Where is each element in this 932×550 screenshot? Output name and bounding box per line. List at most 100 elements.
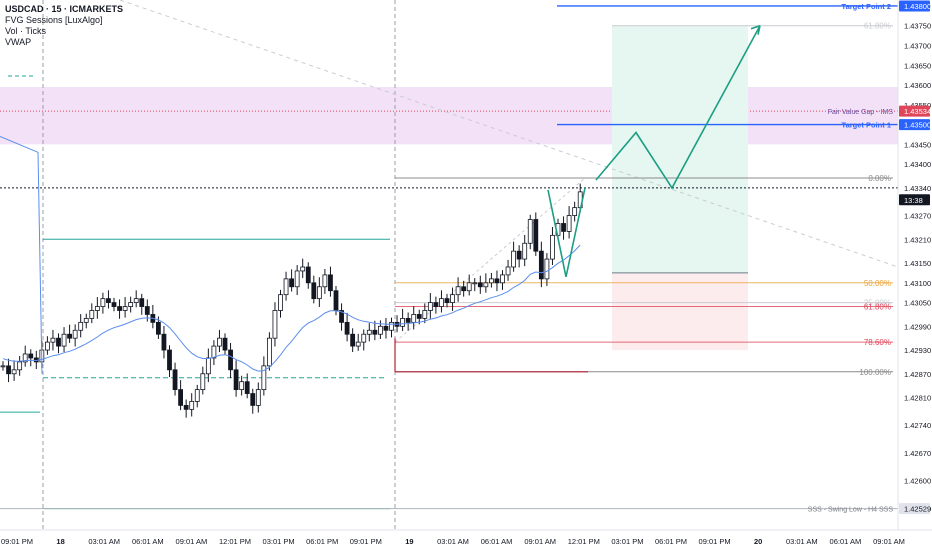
- candle-body-83: [461, 286, 467, 292]
- candle-body-94: [522, 242, 528, 260]
- symbol-title: USDCAD · 15 · ICMARKETS: [5, 4, 124, 14]
- fib-label-1: 25.00%: [864, 299, 891, 308]
- candle-body-34: [189, 401, 195, 410]
- time-axis[interactable]: 09:01 PM 18 03:01 AM 06:01 AM 09:01 AM 12:01 …: [0, 529, 932, 550]
- candle-body-16: [89, 310, 95, 319]
- candle-body-1: [6, 365, 11, 375]
- indicator-volume[interactable]: Vol · Ticks: [5, 26, 47, 36]
- candle-body-39: [217, 337, 222, 347]
- candle-body-49: [272, 310, 278, 339]
- candle-body-46: [255, 389, 261, 406]
- candle-body-90: [500, 274, 505, 284]
- candles-layer: [0, 183, 583, 418]
- time-tick-6: 03:01 PM: [263, 537, 295, 546]
- candle-body-70: [389, 321, 394, 331]
- fib-label-5: 100.00%: [859, 368, 891, 377]
- annotation-lines: SSS - Swing Low - H4 SSS 0.00% 25.00% 50.00…: [0, 0, 899, 514]
- price-tick-10: 1.43150: [904, 259, 931, 268]
- candle-body-54: [300, 266, 306, 272]
- candle-body-33: [183, 405, 189, 410]
- candle-body-11: [61, 333, 67, 347]
- price-tick-12: 1.43270: [904, 212, 931, 221]
- candle-body-99: [550, 234, 555, 260]
- candle-body-68: [377, 325, 383, 335]
- fvg-zone: [0, 87, 898, 145]
- price-tick-18: 1.43650: [904, 61, 931, 70]
- price-tick-2: 1.42670: [904, 449, 931, 458]
- time-tick-11: 06:01 AM: [481, 537, 513, 546]
- candle-body-21: [117, 306, 122, 311]
- candle-body-91: [505, 266, 511, 276]
- candle-body-31: [172, 369, 178, 390]
- swing-low-badge-bg: [899, 503, 930, 515]
- vwap-prior: [0, 136, 43, 374]
- indicator-fvg[interactable]: FVG Sessions [LuxAlgo]: [5, 15, 103, 25]
- candle-body-98: [544, 258, 550, 280]
- vwap-layer: [0, 136, 581, 374]
- candle-body-19: [106, 298, 111, 303]
- candle-body-5: [28, 353, 34, 359]
- candle-body-15: [83, 318, 89, 323]
- candle-body-76: [422, 310, 428, 319]
- price-axis-bg: [898, 0, 932, 530]
- price-tick-19: 1.43700: [904, 42, 931, 51]
- candle-body-80: [444, 298, 450, 303]
- price-tick-4: 1.42810: [904, 394, 931, 403]
- vwap-line: [2, 244, 581, 372]
- time-tick-5: 12:01 PM: [219, 537, 251, 546]
- candle-body-69: [383, 325, 389, 331]
- projection-path: [595, 25, 761, 190]
- candle-body-85: [472, 282, 478, 285]
- candle-body-97: [538, 250, 544, 280]
- candle-body-20: [111, 302, 117, 307]
- price-tick-7: 1.42990: [904, 322, 931, 331]
- fib-label-2: 50.00%: [864, 279, 891, 288]
- time-tick-20: 09:01 AM: [873, 537, 905, 546]
- candle-body-32: [178, 389, 184, 406]
- candle-body-72: [400, 318, 406, 327]
- price-tick-8: 1.43050: [904, 299, 931, 308]
- candle-body-75: [416, 314, 422, 319]
- candle-body-0: [0, 365, 6, 368]
- candle-body-37: [205, 357, 211, 375]
- fib-label-4: 78.60%: [864, 338, 891, 347]
- candle-body-62: [344, 321, 350, 335]
- candle-body-59: [328, 274, 333, 292]
- target1-badge-text: 1.43500: [904, 121, 931, 130]
- candle-body-40: [222, 337, 228, 351]
- candle-body-102: [566, 215, 572, 232]
- time-tick-0: 09:01 PM: [1, 537, 33, 546]
- target-label-0: Target Point 2: [842, 2, 891, 11]
- countdown-badge-bg: [899, 194, 930, 206]
- candle-body-95: [527, 219, 533, 244]
- candle-body-24: [133, 298, 139, 303]
- candle-body-84: [466, 282, 472, 292]
- fvg-badge-text: 1.43534: [904, 107, 931, 116]
- time-tick-2: 03:01 AM: [88, 537, 120, 546]
- candle-body-3: [17, 361, 23, 371]
- candle-body-13: [72, 329, 78, 339]
- candle-body-87: [483, 282, 489, 288]
- candle-body-9: [50, 337, 56, 343]
- target1-badge-bg: [899, 119, 930, 131]
- candle-body-48: [266, 337, 272, 367]
- target2-badge-text: 1.43800: [904, 2, 931, 11]
- price-axis[interactable]: 1.42529 1.42600 1.42670 1.42740 1.42810 1.428…: [897, 0, 932, 530]
- candle-body-81: [450, 294, 455, 303]
- session-separators: [8, 0, 396, 530]
- price-tick-3: 1.42740: [904, 421, 931, 430]
- indicator-vwap[interactable]: VWAP: [5, 37, 32, 47]
- candle-body-60: [333, 290, 339, 311]
- candle-body-28: [155, 321, 161, 335]
- fvg-badge-bg: [899, 105, 930, 117]
- candle-body-77: [427, 302, 433, 311]
- zones-layer: Fair Value Gap - IMS: [0, 25, 898, 351]
- candle-body-23: [128, 302, 134, 307]
- projection-layer: [547, 24, 761, 278]
- trend-line: [119, 0, 899, 268]
- projection-arrowhead: [750, 24, 761, 35]
- candle-body-101: [561, 223, 566, 232]
